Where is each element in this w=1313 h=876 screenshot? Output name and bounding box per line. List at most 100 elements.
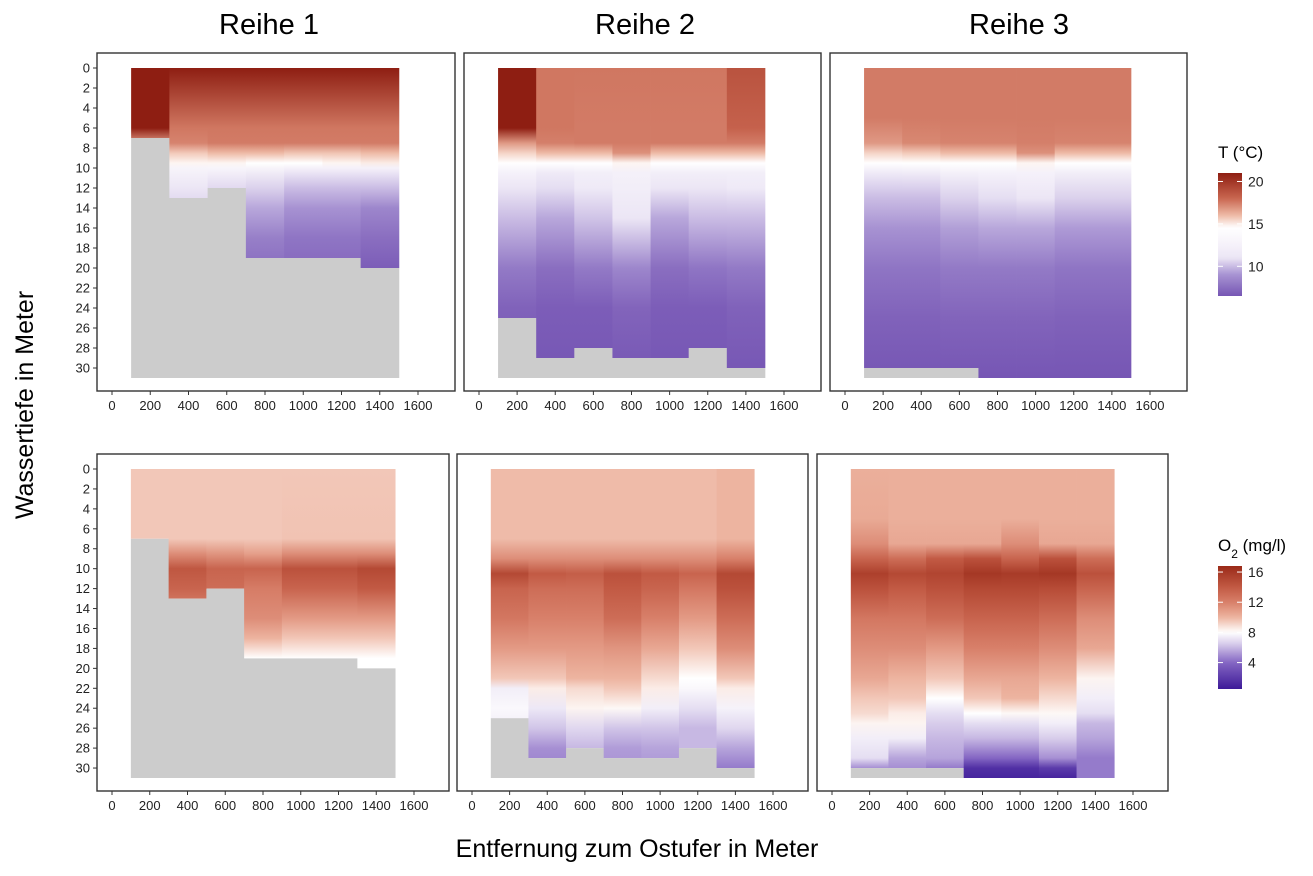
- no-data-region: [726, 368, 766, 378]
- heatmap-panel: 0 200 400 600 800 1000 1200 1400 1600: [816, 453, 1169, 813]
- x-tick-label: 1000: [289, 398, 318, 413]
- x-tick-label: 800: [612, 798, 634, 813]
- x-tick-label: 0: [108, 398, 115, 413]
- legend-tick-label: 10: [1248, 258, 1264, 274]
- heatmap-column: [940, 68, 979, 368]
- y-tick-label: 18: [76, 641, 90, 656]
- x-tick-label: 1200: [324, 798, 353, 813]
- heatmap-column: [641, 469, 680, 759]
- heatmap-column: [498, 68, 537, 318]
- x-tick-label: 1400: [1097, 398, 1126, 413]
- no-data-region: [888, 768, 927, 778]
- no-data-region: [169, 198, 209, 378]
- heatmap-column: [1076, 469, 1115, 778]
- x-tick-label: 1200: [327, 398, 356, 413]
- oxygen-panels: 0 200 400 600 800 1000 1200 1400 160002468101214…: [76, 453, 1169, 813]
- x-tick-label: 800: [987, 398, 1009, 413]
- no-data-region: [168, 598, 207, 778]
- no-data-region: [574, 348, 613, 378]
- y-tick-label: 0: [83, 462, 90, 477]
- no-data-region: [528, 758, 567, 778]
- heatmap-column: [245, 68, 285, 258]
- y-tick-label: 8: [83, 541, 90, 556]
- heatmap-column: [566, 469, 605, 749]
- x-tick-label: 600: [216, 398, 238, 413]
- no-data-region: [864, 368, 903, 378]
- legend-tick-label: 4: [1248, 655, 1256, 671]
- x-tick-label: 600: [574, 798, 596, 813]
- y-tick-label: 8: [83, 141, 90, 156]
- x-tick-label: 200: [506, 398, 528, 413]
- facet-title-reihe-2: Reihe 2: [595, 9, 695, 41]
- panel-border: [96, 453, 450, 792]
- x-tick-label: 0: [841, 398, 848, 413]
- no-data-region: [284, 258, 323, 378]
- x-tick-label: 0: [475, 398, 482, 413]
- y-tick-label: 6: [83, 521, 90, 536]
- y-tick-label: 2: [83, 481, 90, 496]
- x-tick-label: 400: [910, 398, 932, 413]
- y-tick-label: 30: [76, 761, 90, 776]
- no-data-region: [490, 718, 529, 778]
- y-tick-label: 10: [76, 161, 90, 176]
- y-tick-label: 4: [83, 501, 90, 516]
- no-data-region: [130, 538, 170, 778]
- heatmap-column: [360, 68, 400, 268]
- x-tick-label: 200: [872, 398, 894, 413]
- x-tick-label: 1200: [1059, 398, 1088, 413]
- x-tick-label: 200: [499, 798, 521, 813]
- x-tick-label: 1600: [1136, 398, 1165, 413]
- x-tick-label: 1000: [1021, 398, 1050, 413]
- x-tick-label: 1400: [362, 798, 391, 813]
- heatmap-column: [130, 469, 170, 539]
- heatmap-column: [926, 469, 965, 769]
- no-data-region: [926, 768, 965, 778]
- heatmap-column: [864, 68, 903, 368]
- y-tick-label: 2: [83, 81, 90, 96]
- legend-title: T (°C): [1218, 143, 1263, 162]
- legend-tick-label: 16: [1248, 564, 1264, 580]
- x-tick-label: 200: [859, 798, 881, 813]
- heatmap-panel: 0 200 400 600 800 1000 1200 1400 1600: [463, 52, 822, 413]
- panel-border: [829, 52, 1188, 392]
- no-data-region: [245, 258, 285, 378]
- no-data-region: [612, 358, 651, 378]
- heatmap-column: [1092, 68, 1132, 378]
- x-tick-label: 600: [949, 398, 971, 413]
- x-tick-label: 800: [621, 398, 643, 413]
- heatmap-column: [574, 68, 613, 348]
- heatmap-column: [688, 68, 728, 348]
- legend-title: O2 (mg/l): [1218, 536, 1286, 561]
- heatmap-column: [850, 469, 889, 769]
- x-tick-label: 1000: [646, 798, 675, 813]
- panel-border: [463, 52, 822, 392]
- y-tick-label: 26: [76, 721, 90, 736]
- legend-tick-label: 8: [1248, 624, 1256, 640]
- no-data-region: [716, 768, 755, 778]
- y-tick-label: 16: [76, 621, 90, 636]
- y-tick-label: 22: [76, 681, 90, 696]
- x-tick-label: 200: [139, 798, 161, 813]
- x-tick-label: 800: [252, 798, 274, 813]
- y-tick-label: 28: [76, 741, 90, 756]
- y-tick-label: 6: [83, 121, 90, 136]
- x-tick-label: 800: [254, 398, 276, 413]
- heatmap-column: [284, 68, 323, 258]
- x-tick-label: 0: [828, 798, 835, 813]
- heatmap-column: [244, 469, 283, 659]
- y-tick-label: 4: [83, 101, 90, 116]
- heatmap-column: [1038, 469, 1077, 778]
- x-tick-label: 1600: [759, 798, 788, 813]
- no-data-region: [319, 658, 358, 778]
- x-tick-label: 1400: [365, 398, 394, 413]
- y-tick-label: 24: [76, 701, 90, 716]
- no-data-region: [678, 748, 717, 778]
- y-tick-label: 16: [76, 221, 90, 236]
- heatmap-column: [678, 469, 717, 749]
- heatmap-panel: 0 200 400 600 800 1000 1200 1400 1600: [829, 52, 1188, 413]
- temperature-panels: 0 200 400 600 800 1000 1200 1400 160002468101214…: [76, 52, 1188, 413]
- panel-border: [816, 453, 1169, 792]
- x-tick-label: 1400: [721, 798, 750, 813]
- no-data-region: [131, 138, 170, 378]
